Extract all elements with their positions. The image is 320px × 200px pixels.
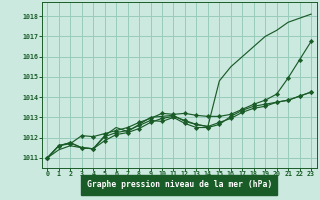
X-axis label: Graphe pression niveau de la mer (hPa): Graphe pression niveau de la mer (hPa) [87, 180, 272, 189]
